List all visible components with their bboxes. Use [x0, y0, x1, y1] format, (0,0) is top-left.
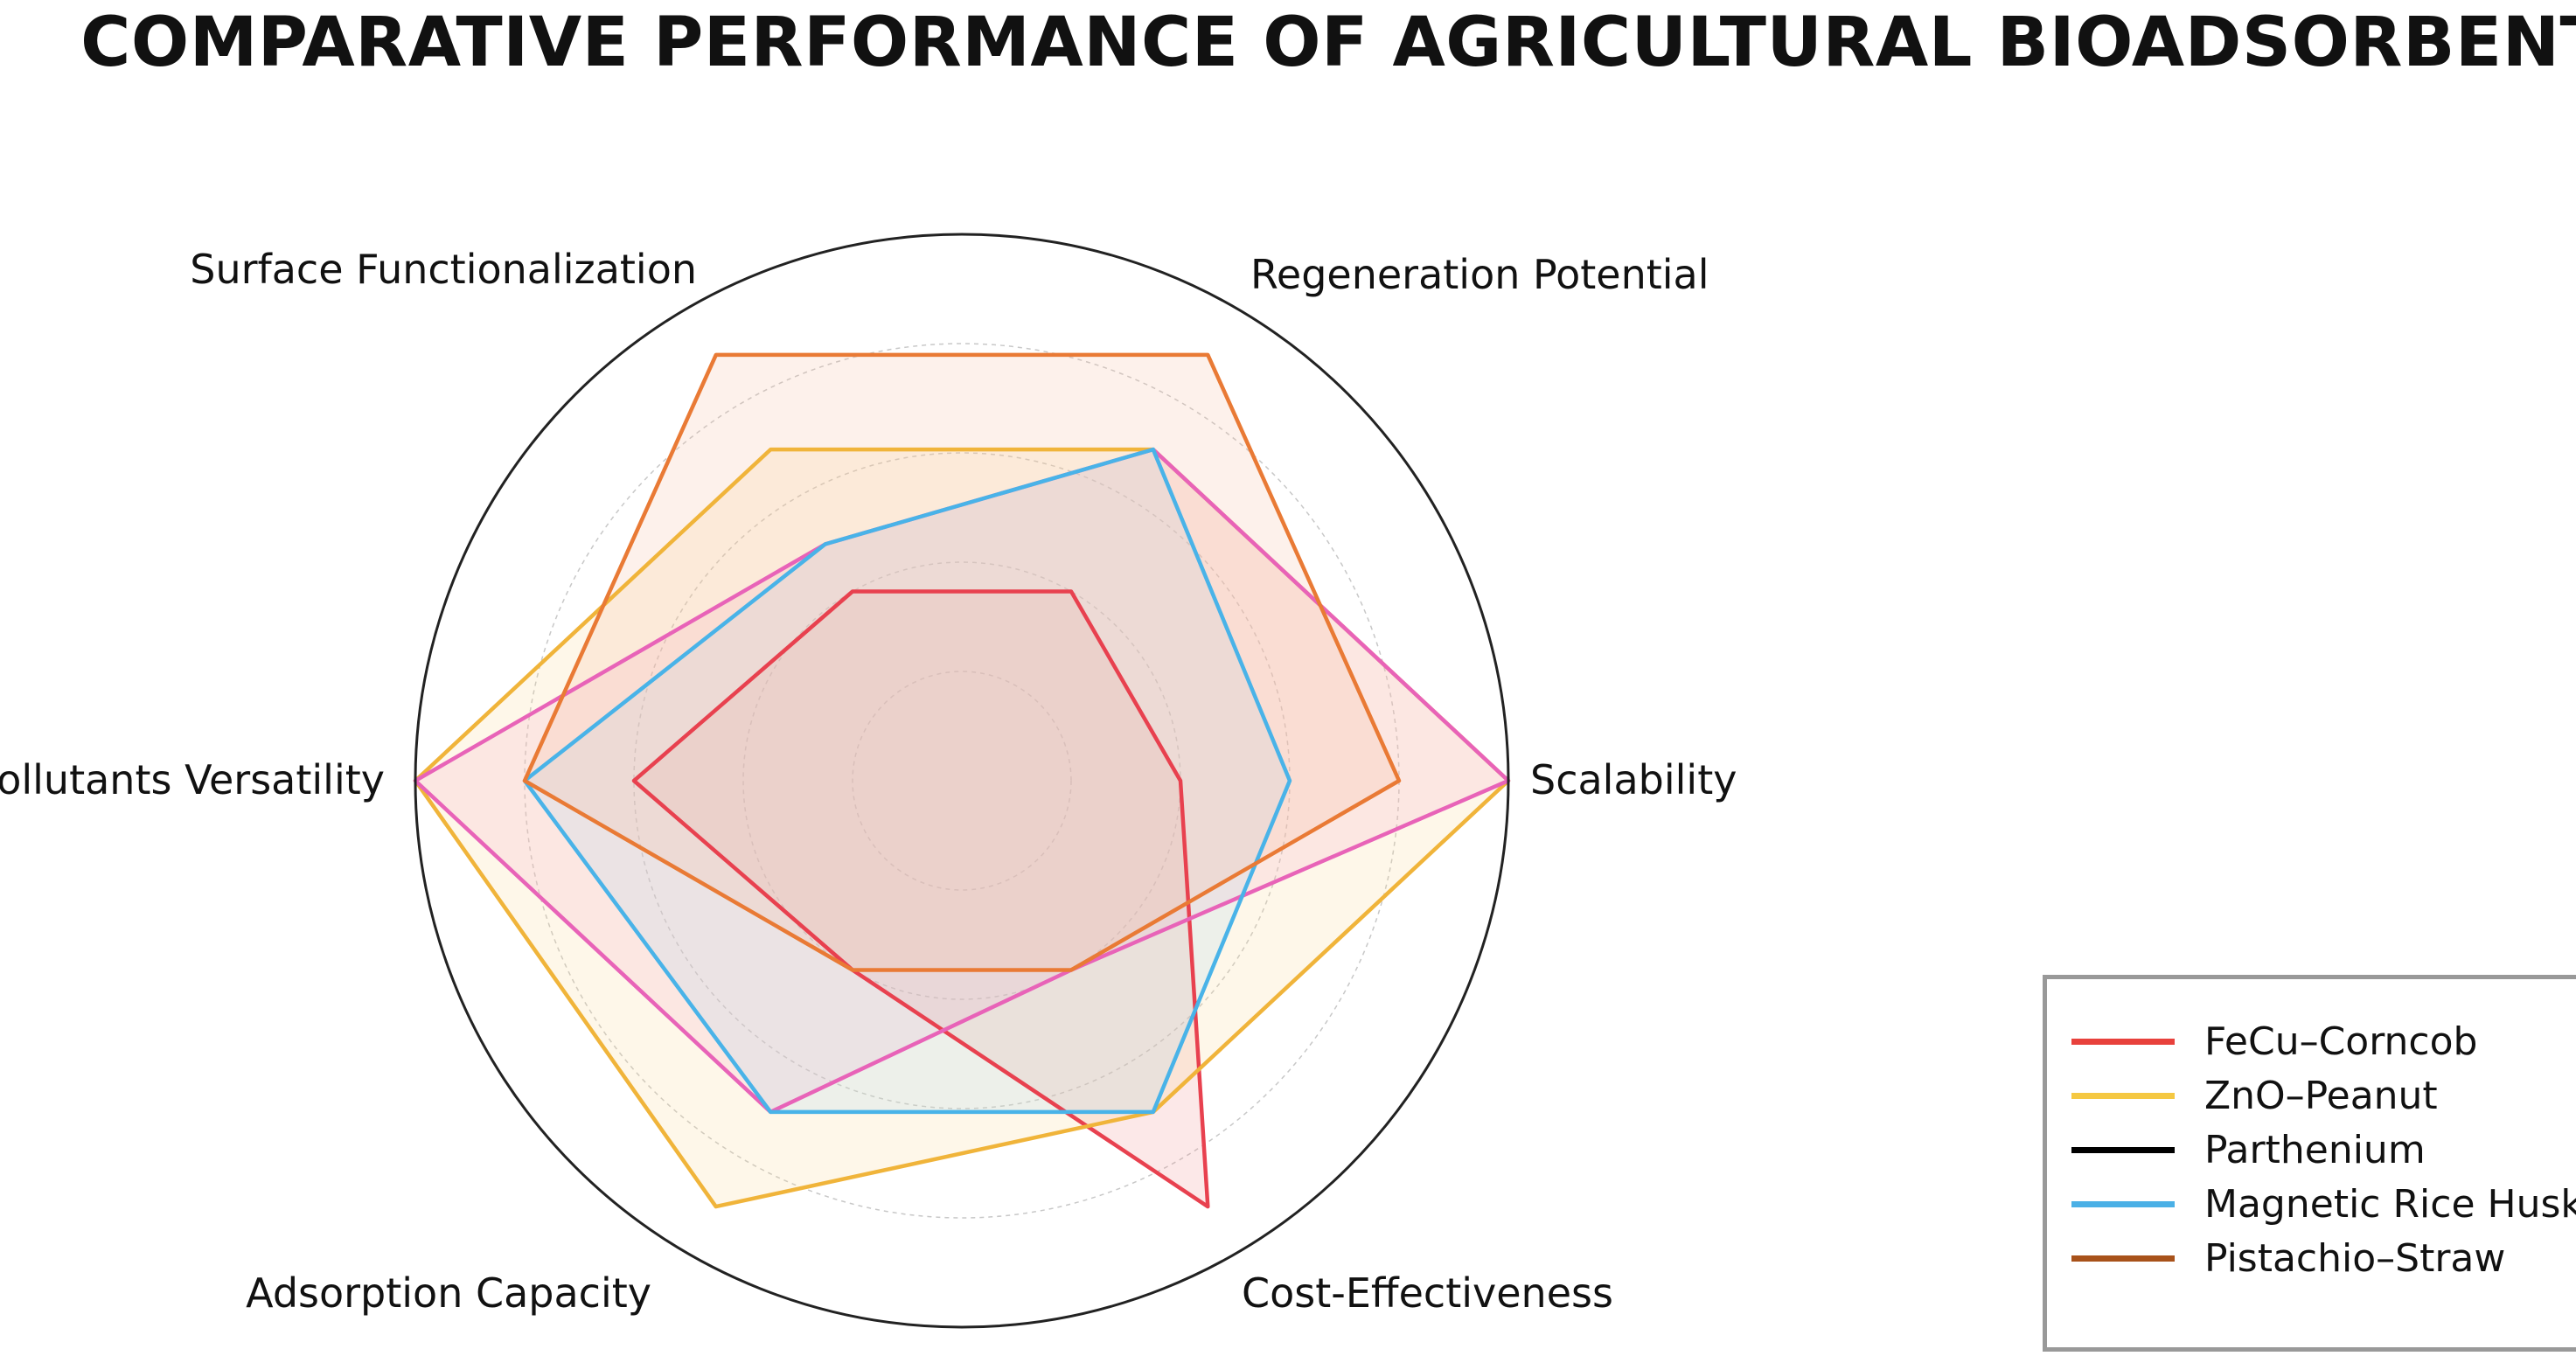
legend-swatch	[2071, 1146, 2175, 1153]
series-line-4	[522, 352, 1402, 972]
series-fill-3	[525, 449, 1290, 1112]
legend: FeCu–Corncob ZnO–Peanut Parthenium Magnetic…	[2043, 975, 2576, 1352]
legend-label: Magnetic Rice Husk	[2204, 1181, 2576, 1227]
series-fill-2	[415, 449, 1508, 1112]
series-line-0	[631, 589, 1210, 1209]
axis-label-4: Adsorption Capacity	[246, 1269, 651, 1317]
legend-item: Parthenium	[2047, 1123, 2576, 1177]
legend-item: Magnetic Rice Husk	[2047, 1177, 2576, 1231]
legend-label: Pistachio–Straw	[2204, 1235, 2506, 1281]
axis-label-1: Regeneration Potential	[1250, 251, 1709, 298]
axis-label-0: Scalability	[1530, 756, 1737, 803]
legend-swatch	[2071, 1255, 2175, 1262]
legend-item: FeCu–Corncob	[2047, 1014, 2576, 1068]
legend-label: Parthenium	[2204, 1127, 2426, 1172]
axis-label-3: Pollutants Versatility	[0, 756, 385, 803]
chart-title: COMPARATIVE PERFORMANCE OF AGRICULTURAL …	[80, 3, 2576, 82]
legend-swatch	[2071, 1038, 2175, 1045]
series-fill-1	[415, 449, 1508, 1207]
legend-item: Pistachio–Straw	[2047, 1231, 2576, 1285]
legend-label: ZnO–Peanut	[2204, 1073, 2438, 1118]
axis-label-5: Cost-Effectiveness	[1242, 1269, 1613, 1317]
series-fill-0	[634, 591, 1208, 1207]
legend-item: ZnO–Peanut	[2047, 1068, 2576, 1123]
axis-label-2: Surface Functionalization	[190, 246, 697, 293]
series-fill-4	[525, 354, 1399, 970]
axis-labels: Scalability Regeneration Potential Surface…	[0, 246, 1737, 1317]
legend-label: FeCu–Corncob	[2204, 1019, 2478, 1064]
radar-series-layer	[413, 352, 1511, 1209]
legend-swatch	[2071, 1092, 2175, 1099]
radar-outer-circle	[414, 233, 1510, 1329]
grid-ring	[852, 671, 1072, 891]
legend-swatch	[2071, 1200, 2175, 1207]
